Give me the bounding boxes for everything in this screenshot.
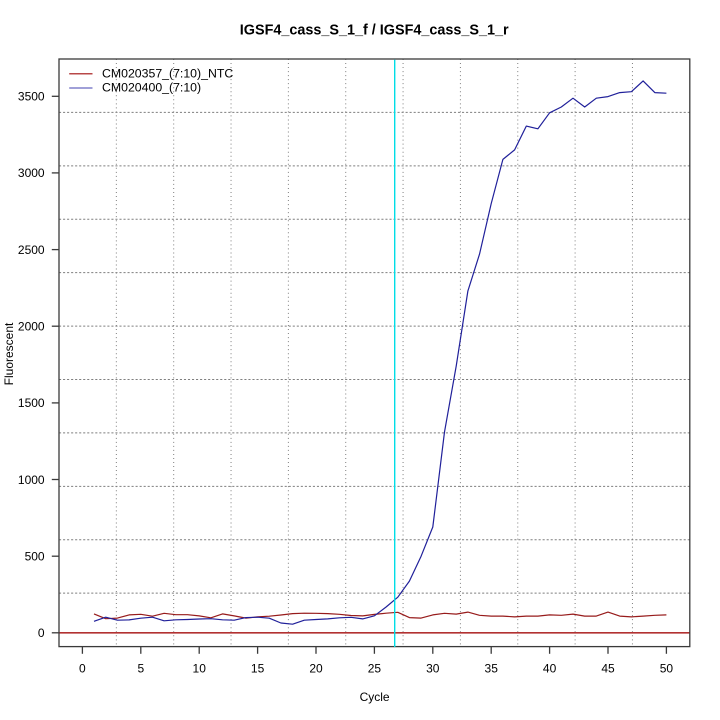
svg-text:1000: 1000 xyxy=(18,473,45,487)
svg-text:Fluorescent: Fluorescent xyxy=(2,322,16,385)
svg-text:45: 45 xyxy=(601,661,615,675)
svg-text:15: 15 xyxy=(251,661,265,675)
svg-text:CM020357_(7:10)_NTC: CM020357_(7:10)_NTC xyxy=(102,66,233,80)
svg-text:500: 500 xyxy=(25,550,45,564)
svg-text:CM020400_(7:10): CM020400_(7:10) xyxy=(102,81,201,95)
svg-text:40: 40 xyxy=(543,661,557,675)
svg-text:25: 25 xyxy=(368,661,382,675)
svg-text:20: 20 xyxy=(309,661,323,675)
svg-text:0: 0 xyxy=(79,661,86,675)
svg-text:35: 35 xyxy=(485,661,499,675)
svg-text:10: 10 xyxy=(193,661,207,675)
svg-text:3500: 3500 xyxy=(18,90,45,104)
svg-text:2000: 2000 xyxy=(18,320,45,334)
svg-text:30: 30 xyxy=(426,661,440,675)
svg-text:IGSF4_cass_S_1_f / IGSF4_cass_: IGSF4_cass_S_1_f / IGSF4_cass_S_1_r xyxy=(240,23,509,39)
svg-text:Cycle: Cycle xyxy=(360,690,390,704)
svg-text:5: 5 xyxy=(137,661,144,675)
svg-text:2500: 2500 xyxy=(18,243,45,257)
svg-text:1500: 1500 xyxy=(18,396,45,410)
svg-text:0: 0 xyxy=(38,626,45,640)
svg-text:3000: 3000 xyxy=(18,166,45,180)
svg-text:50: 50 xyxy=(660,661,674,675)
